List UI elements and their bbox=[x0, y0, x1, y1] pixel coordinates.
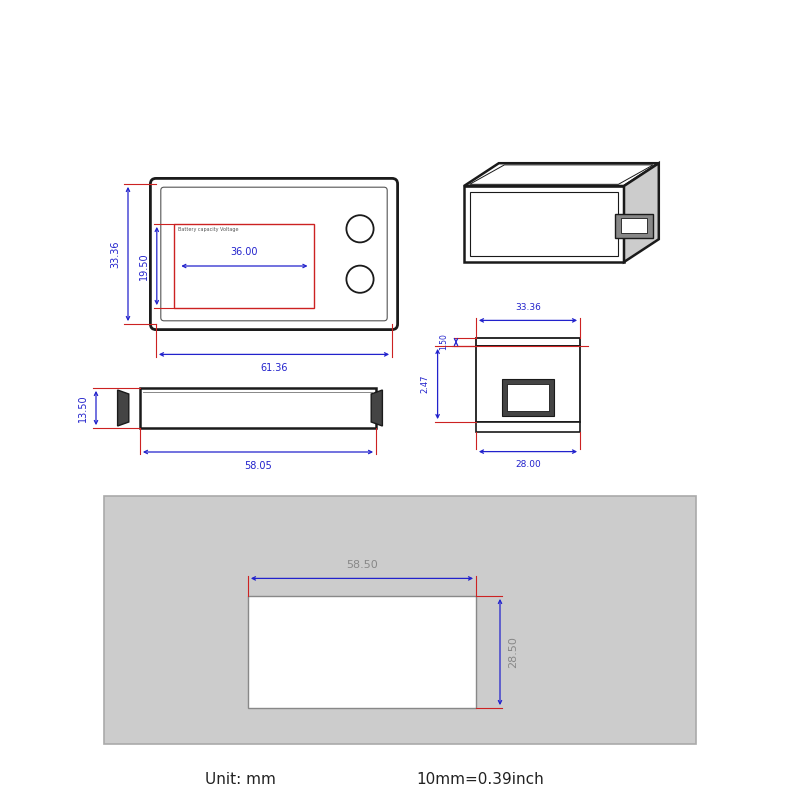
Polygon shape bbox=[371, 390, 382, 426]
Bar bbox=[104, 496, 696, 744]
Polygon shape bbox=[464, 163, 659, 186]
Bar bbox=[476, 346, 580, 422]
Text: 58.05: 58.05 bbox=[244, 461, 272, 470]
Bar bbox=[476, 422, 580, 431]
Bar bbox=[507, 384, 550, 411]
Text: Battery capacity Voltage: Battery capacity Voltage bbox=[178, 227, 238, 232]
Bar bbox=[621, 218, 646, 233]
Text: 2.47: 2.47 bbox=[421, 374, 430, 394]
Polygon shape bbox=[624, 163, 659, 262]
Text: 33.36: 33.36 bbox=[110, 240, 120, 268]
Bar bbox=[502, 379, 554, 416]
Text: 61.36: 61.36 bbox=[260, 363, 288, 373]
Bar bbox=[174, 224, 314, 308]
Bar bbox=[248, 596, 476, 708]
Bar bbox=[614, 214, 654, 238]
Polygon shape bbox=[118, 390, 129, 426]
Text: 33.36: 33.36 bbox=[515, 302, 541, 311]
Text: 58.50: 58.50 bbox=[346, 560, 378, 570]
Text: 13.50: 13.50 bbox=[78, 394, 88, 422]
Bar bbox=[476, 338, 580, 346]
Text: 10mm=0.39inch: 10mm=0.39inch bbox=[416, 773, 544, 787]
FancyBboxPatch shape bbox=[161, 187, 387, 321]
FancyBboxPatch shape bbox=[150, 178, 398, 330]
Text: 28.50: 28.50 bbox=[508, 636, 518, 668]
Text: 1.50: 1.50 bbox=[439, 334, 448, 350]
Text: Unit: mm: Unit: mm bbox=[205, 773, 275, 787]
Bar bbox=[140, 388, 376, 428]
Text: 36.00: 36.00 bbox=[230, 247, 258, 258]
Text: 28.00: 28.00 bbox=[515, 461, 541, 470]
Text: 19.50: 19.50 bbox=[139, 252, 149, 280]
Polygon shape bbox=[464, 186, 624, 262]
